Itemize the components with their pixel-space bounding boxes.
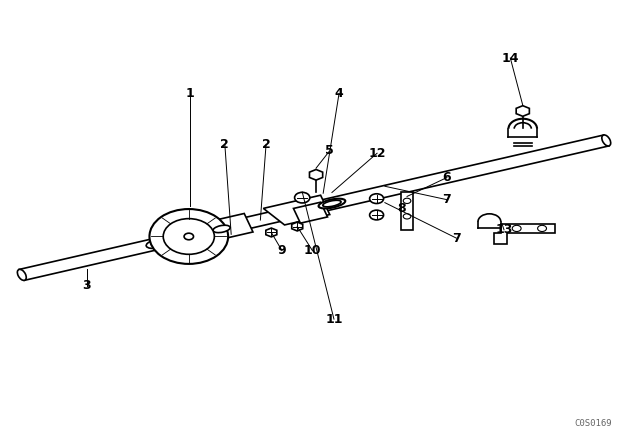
Circle shape [403, 214, 411, 219]
Circle shape [538, 225, 547, 232]
Text: 8: 8 [397, 202, 406, 215]
Circle shape [163, 219, 214, 254]
Ellipse shape [17, 269, 26, 280]
Polygon shape [214, 214, 253, 239]
Text: 7: 7 [452, 232, 461, 245]
Ellipse shape [319, 199, 346, 208]
Text: 14: 14 [502, 52, 519, 65]
Text: 7: 7 [442, 193, 451, 206]
Text: 6: 6 [443, 171, 451, 184]
Text: 10: 10 [303, 244, 321, 257]
Circle shape [403, 198, 411, 203]
Text: C0S0169: C0S0169 [574, 419, 612, 428]
Polygon shape [495, 224, 555, 244]
Circle shape [184, 233, 193, 240]
Polygon shape [401, 192, 413, 230]
Circle shape [512, 225, 521, 232]
Polygon shape [240, 135, 609, 229]
Circle shape [370, 194, 383, 203]
Circle shape [294, 192, 310, 203]
Ellipse shape [323, 200, 341, 207]
Ellipse shape [146, 240, 166, 248]
Text: 5: 5 [325, 145, 334, 158]
Text: 2: 2 [220, 138, 229, 151]
Circle shape [370, 210, 383, 220]
Text: 2: 2 [262, 138, 271, 151]
Text: 9: 9 [278, 244, 286, 257]
Text: 13: 13 [495, 223, 513, 236]
Text: 4: 4 [335, 87, 344, 100]
Text: 12: 12 [369, 146, 386, 159]
Circle shape [150, 209, 228, 264]
Ellipse shape [602, 135, 611, 146]
Text: 11: 11 [325, 313, 342, 326]
Polygon shape [264, 195, 330, 225]
Ellipse shape [213, 225, 230, 233]
Text: 3: 3 [82, 280, 91, 293]
Polygon shape [19, 239, 156, 280]
Text: 1: 1 [186, 87, 195, 100]
Polygon shape [294, 202, 328, 223]
